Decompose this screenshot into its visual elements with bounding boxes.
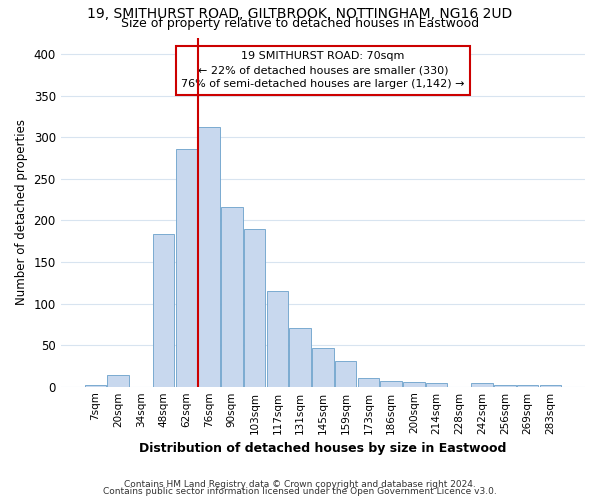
Bar — [517, 385, 538, 386]
Bar — [471, 382, 493, 386]
Text: Contains HM Land Registry data © Crown copyright and database right 2024.: Contains HM Land Registry data © Crown c… — [124, 480, 476, 489]
Text: 19, SMITHURST ROAD, GILTBROOK, NOTTINGHAM, NG16 2UD: 19, SMITHURST ROAD, GILTBROOK, NOTTINGHA… — [88, 8, 512, 22]
Bar — [176, 149, 197, 386]
Text: Size of property relative to detached houses in Eastwood: Size of property relative to detached ho… — [121, 18, 479, 30]
Bar — [244, 228, 265, 386]
Bar — [107, 375, 129, 386]
Y-axis label: Number of detached properties: Number of detached properties — [15, 119, 28, 305]
Bar — [426, 384, 448, 386]
Bar — [153, 234, 175, 386]
X-axis label: Distribution of detached houses by size in Eastwood: Distribution of detached houses by size … — [139, 442, 506, 455]
Bar — [380, 381, 402, 386]
Bar — [266, 291, 288, 386]
Bar — [539, 385, 561, 386]
Bar — [494, 385, 515, 386]
Bar — [403, 382, 425, 386]
Bar — [289, 328, 311, 386]
Bar — [85, 385, 106, 386]
Bar — [335, 361, 356, 386]
Bar — [312, 348, 334, 387]
Bar — [358, 378, 379, 386]
Text: Contains public sector information licensed under the Open Government Licence v3: Contains public sector information licen… — [103, 488, 497, 496]
Bar — [221, 207, 242, 386]
Bar — [198, 128, 220, 386]
Text: 19 SMITHURST ROAD: 70sqm
← 22% of detached houses are smaller (330)
76% of semi-: 19 SMITHURST ROAD: 70sqm ← 22% of detach… — [181, 52, 464, 90]
